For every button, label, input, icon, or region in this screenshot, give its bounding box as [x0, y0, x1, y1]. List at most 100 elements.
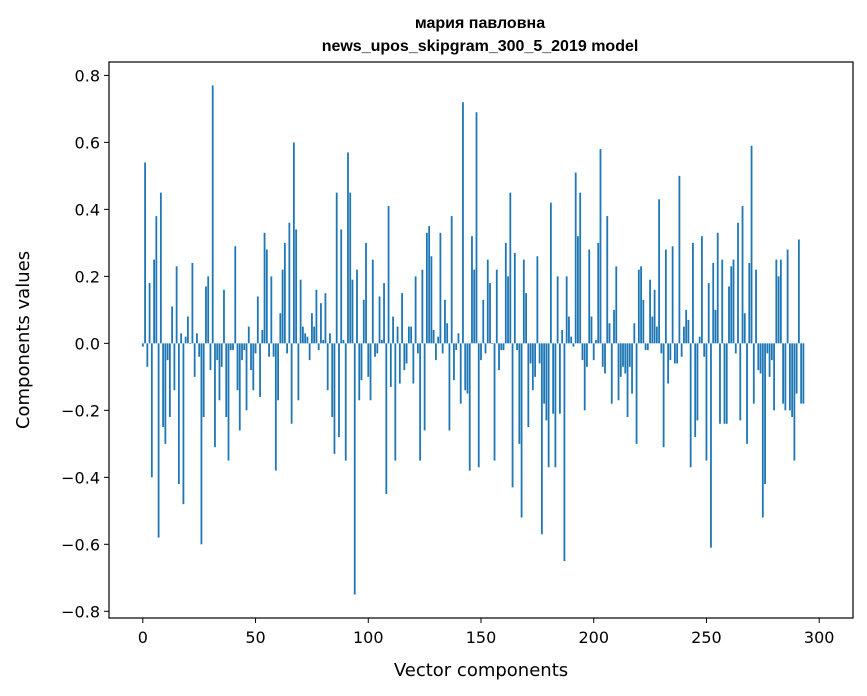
- bar: [227, 343, 230, 461]
- bar: [788, 343, 791, 411]
- bar: [800, 343, 803, 404]
- bar: [554, 343, 557, 468]
- bar: [414, 276, 417, 344]
- bar: [220, 343, 223, 367]
- bar: [396, 326, 399, 344]
- bar: [498, 343, 500, 371]
- bar: [676, 343, 679, 364]
- bar: [802, 343, 805, 404]
- bar: [331, 343, 334, 418]
- bar: [653, 289, 656, 344]
- bar: [274, 343, 277, 471]
- bar: [281, 269, 284, 344]
- bar: [421, 269, 424, 344]
- bar: [247, 326, 250, 344]
- bar: [439, 232, 442, 344]
- bar: [155, 216, 158, 344]
- bar: [516, 343, 518, 351]
- bar: [764, 343, 766, 485]
- bar: [236, 343, 239, 391]
- bar: [153, 259, 155, 344]
- bar: [777, 276, 780, 344]
- bar: [180, 333, 183, 344]
- y-tick-label: −0.2: [61, 401, 100, 420]
- bar: [608, 323, 611, 344]
- y-tick-label: 0.0: [75, 334, 100, 353]
- bar: [748, 262, 751, 344]
- bar: [462, 102, 464, 344]
- bar: [739, 343, 742, 421]
- bar: [416, 343, 419, 354]
- bar: [191, 262, 194, 344]
- bar: [610, 343, 613, 404]
- bar: [344, 343, 347, 461]
- bar: [279, 313, 282, 344]
- bar: [405, 343, 408, 364]
- bar: [714, 309, 717, 344]
- bar: [385, 343, 388, 495]
- bar: [565, 276, 568, 344]
- bar: [732, 259, 735, 344]
- bar: [604, 343, 606, 374]
- bar: [292, 142, 295, 344]
- bar: [588, 249, 591, 344]
- bar: [531, 343, 534, 391]
- x-tick-label: 250: [691, 628, 722, 647]
- bar: [198, 343, 201, 357]
- bar: [673, 343, 676, 364]
- bar: [689, 343, 692, 468]
- bar: [297, 343, 300, 401]
- bar: [509, 192, 512, 344]
- bar: [671, 246, 674, 344]
- bar: [304, 333, 307, 344]
- bar: [435, 343, 437, 361]
- bar: [755, 269, 757, 344]
- bar: [552, 343, 555, 414]
- plot-area: [109, 62, 853, 618]
- bar: [441, 343, 444, 354]
- bar: [734, 343, 737, 354]
- bar: [561, 329, 564, 344]
- bar: [480, 343, 482, 361]
- bar: [162, 343, 165, 428]
- bar: [193, 343, 196, 377]
- bar: [225, 343, 228, 418]
- bar: [286, 343, 289, 354]
- bar: [504, 242, 507, 344]
- bar: [308, 343, 311, 361]
- bar: [513, 252, 516, 344]
- bar: [311, 313, 313, 344]
- bar: [459, 343, 462, 404]
- bar: [353, 343, 356, 595]
- bar: [229, 343, 232, 351]
- bar: [347, 152, 349, 344]
- x-tick-label: 150: [466, 628, 497, 647]
- bar: [770, 343, 773, 361]
- bar: [782, 343, 785, 404]
- x-tick-label: 100: [353, 628, 384, 647]
- bar: [694, 343, 697, 438]
- bar: [574, 172, 577, 344]
- bar: [705, 343, 708, 461]
- bar: [696, 343, 699, 421]
- bar: [617, 343, 620, 401]
- bar: [317, 343, 320, 351]
- bar: [712, 262, 715, 344]
- bar: [392, 316, 394, 344]
- x-tick-label: 0: [138, 628, 148, 647]
- bar: [579, 192, 582, 344]
- bar: [606, 216, 609, 344]
- bar: [631, 343, 633, 394]
- bar: [797, 239, 800, 344]
- bar: [209, 343, 212, 371]
- bar: [333, 343, 336, 454]
- bar: [680, 343, 683, 357]
- bar: [371, 259, 374, 344]
- bar: [655, 326, 658, 344]
- bar: [241, 343, 243, 361]
- x-tick-label: 50: [245, 628, 265, 647]
- bar: [412, 343, 415, 384]
- bar: [628, 343, 631, 367]
- bar: [719, 343, 721, 424]
